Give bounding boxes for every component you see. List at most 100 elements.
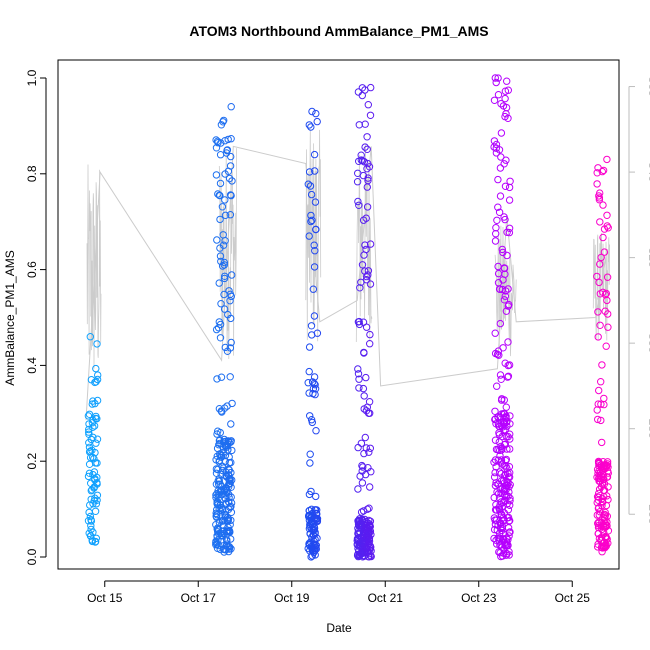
data-point <box>225 480 233 489</box>
data-point <box>366 111 375 120</box>
data-point <box>365 398 374 406</box>
data-point <box>312 545 320 553</box>
data-point <box>497 129 506 137</box>
data-point <box>502 433 511 441</box>
data-point <box>85 428 93 436</box>
data-point <box>500 296 509 304</box>
data-point <box>593 180 601 188</box>
data-point <box>213 532 221 540</box>
data-point <box>92 534 101 542</box>
data-point <box>87 435 96 444</box>
data-point <box>360 348 368 357</box>
data-point <box>492 463 500 471</box>
data-point <box>599 233 607 242</box>
data-point <box>306 412 314 420</box>
data-point <box>217 513 225 521</box>
data-point <box>308 552 316 560</box>
data-point <box>502 307 511 315</box>
data-point <box>221 272 229 280</box>
data-point <box>502 551 511 559</box>
data-point <box>226 476 234 484</box>
data-point <box>593 169 601 177</box>
data-point <box>91 399 99 408</box>
data-point <box>216 501 225 509</box>
data-point <box>216 179 225 188</box>
data-point <box>215 477 224 485</box>
data-point <box>597 253 605 262</box>
data-point <box>354 365 362 373</box>
data-point <box>503 77 511 85</box>
data-point <box>216 244 224 252</box>
data-point <box>362 444 370 452</box>
data-point <box>91 475 99 483</box>
y-tick-label: 1.0 <box>25 69 39 86</box>
data-point <box>490 534 498 543</box>
y-right-tick-label: 300 <box>646 333 650 353</box>
data-point <box>312 427 320 435</box>
data-point <box>600 461 609 469</box>
data-point <box>365 537 374 545</box>
data-point <box>498 285 507 294</box>
data-point <box>490 137 499 145</box>
data-point <box>492 536 500 544</box>
data-point <box>504 478 512 487</box>
data-point <box>217 505 225 513</box>
x-tick-label: Oct 21 <box>368 591 404 605</box>
data-point <box>307 123 315 131</box>
data-point <box>601 290 610 299</box>
data-point <box>213 444 222 453</box>
data-point <box>87 517 96 525</box>
data-point <box>358 467 366 475</box>
data-point <box>503 514 511 522</box>
data-point <box>498 522 507 531</box>
data-point <box>501 94 509 103</box>
data-point <box>503 534 511 543</box>
data-point <box>504 361 512 370</box>
x-tick-label: Oct 25 <box>555 591 591 605</box>
data-point <box>225 459 234 467</box>
data-point <box>498 245 506 254</box>
data-point <box>502 418 511 426</box>
data-point <box>227 535 235 543</box>
data-point <box>93 491 102 499</box>
data-point <box>492 149 501 157</box>
data-point <box>594 400 602 408</box>
data-point <box>505 532 513 540</box>
data-point <box>599 201 607 209</box>
data-point <box>599 479 607 487</box>
data-point <box>500 264 508 272</box>
data-point <box>499 423 507 431</box>
data-point <box>492 506 501 514</box>
data-point <box>221 545 229 554</box>
data-point <box>603 273 612 281</box>
data-point <box>366 240 375 248</box>
data-point <box>363 133 371 141</box>
data-point <box>601 543 609 552</box>
data-point <box>361 86 369 94</box>
data-point <box>490 525 499 534</box>
data-point <box>311 381 319 389</box>
data-point <box>366 280 375 288</box>
y-right-tick-label: 340 <box>646 162 650 182</box>
data-point <box>218 262 227 270</box>
data-point <box>362 214 370 222</box>
data-point <box>226 191 235 199</box>
data-point <box>219 231 227 239</box>
data-point <box>312 225 320 234</box>
data-point <box>492 224 500 232</box>
data-point <box>503 477 511 486</box>
data-point <box>497 470 505 478</box>
data-point <box>596 189 604 197</box>
data-point <box>601 508 609 517</box>
data-point <box>310 241 318 249</box>
data-point <box>226 373 234 381</box>
data-point <box>227 437 235 445</box>
data-point <box>364 159 372 168</box>
data-point <box>362 245 370 254</box>
data-point <box>356 472 364 480</box>
data-point <box>594 496 603 504</box>
data-point <box>226 211 235 219</box>
data-point <box>495 431 504 439</box>
data-point <box>85 529 93 537</box>
data-point <box>365 448 373 456</box>
